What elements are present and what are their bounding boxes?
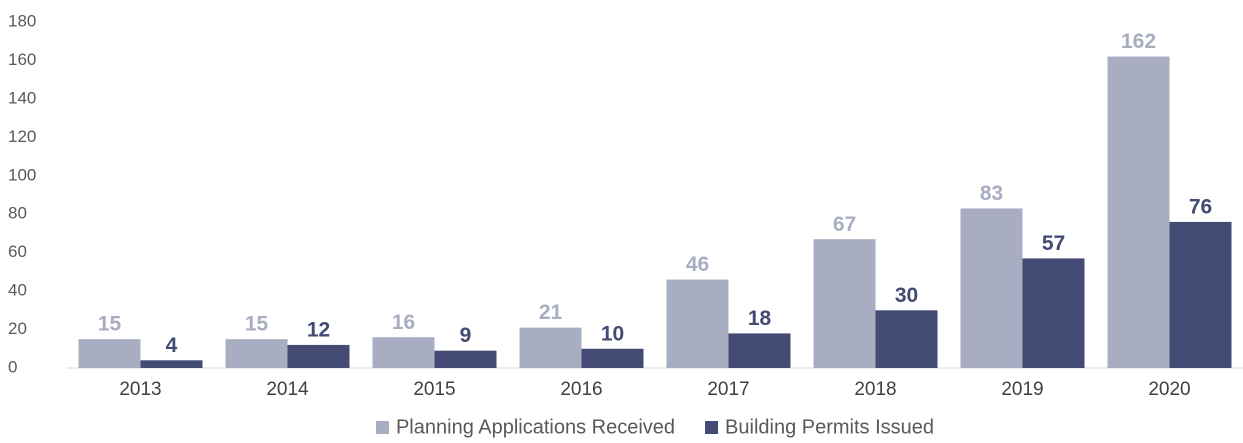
bar [78, 339, 141, 368]
legend-swatch [375, 421, 389, 434]
x-tick-label: 2018 [854, 379, 896, 400]
bar [1169, 221, 1232, 368]
y-tick-label: 0 [8, 357, 17, 376]
y-tick-label: 60 [8, 242, 27, 261]
value-label: 83 [980, 182, 1003, 205]
value-label: 18 [748, 307, 772, 330]
bar [728, 333, 791, 368]
x-tick-label: 2019 [1001, 379, 1043, 400]
bar [519, 327, 582, 368]
value-label: 57 [1042, 232, 1065, 255]
bar [960, 208, 1023, 368]
bar [1022, 258, 1085, 368]
bar [140, 360, 203, 368]
y-tick-label: 160 [8, 50, 36, 69]
value-label: 10 [601, 322, 624, 345]
x-tick-label: 2020 [1148, 379, 1190, 400]
value-label: 162 [1121, 30, 1156, 53]
value-label: 67 [833, 213, 856, 236]
bar [666, 279, 729, 368]
x-tick-label: 2016 [560, 379, 602, 400]
y-tick-label: 20 [8, 319, 27, 338]
bar [813, 239, 876, 368]
value-label: 15 [98, 313, 122, 336]
value-label: 76 [1189, 195, 1212, 218]
y-tick-label: 80 [8, 204, 27, 223]
bar [225, 339, 288, 368]
value-label: 30 [895, 284, 918, 307]
value-label: 9 [460, 324, 472, 347]
y-tick-label: 180 [8, 11, 36, 30]
value-label: 46 [686, 253, 709, 276]
x-tick-label: 2014 [266, 379, 309, 400]
bar [875, 310, 938, 368]
bar [581, 348, 644, 368]
x-tick-label: 2015 [413, 379, 455, 400]
y-tick-label: 120 [8, 127, 36, 146]
bar [372, 337, 435, 368]
legend-label: Planning Applications Received [396, 416, 675, 438]
y-tick-label: 100 [8, 165, 36, 184]
x-tick-label: 2017 [707, 379, 749, 400]
y-tick-label: 140 [8, 88, 36, 107]
legend-label: Building Permits Issued [725, 416, 934, 438]
bar [434, 350, 497, 368]
value-label: 15 [245, 313, 269, 336]
bar [287, 344, 350, 368]
value-label: 12 [307, 318, 330, 341]
x-tick-label: 2013 [119, 379, 161, 400]
value-label: 16 [392, 311, 415, 334]
value-label: 4 [166, 334, 178, 357]
legend-swatch [705, 421, 719, 434]
value-label: 21 [539, 301, 563, 324]
bar [1107, 56, 1170, 368]
y-tick-label: 40 [8, 281, 27, 300]
